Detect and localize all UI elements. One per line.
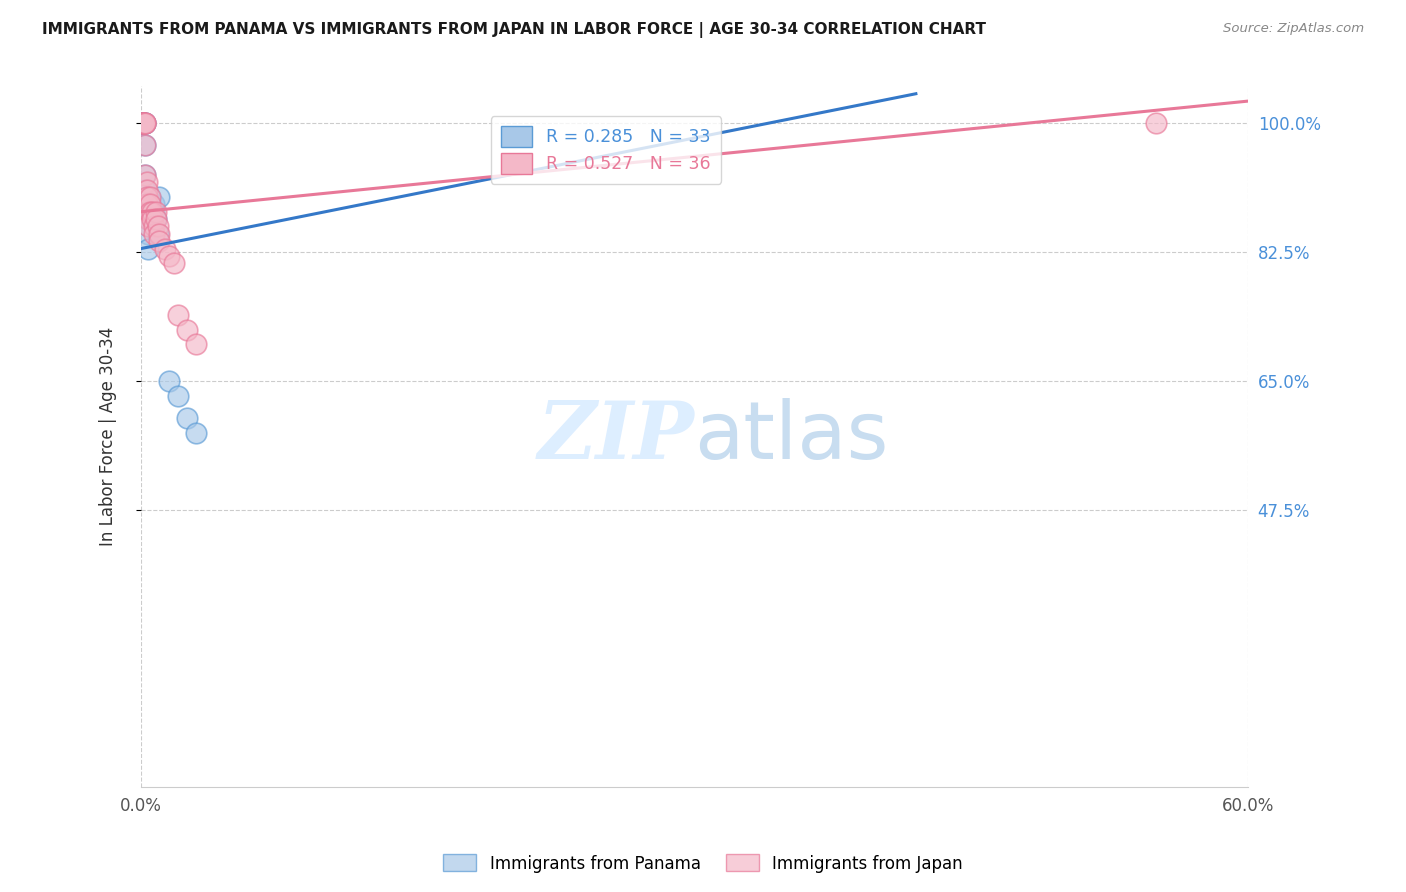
Point — [138, 242, 160, 256]
Point — [139, 204, 162, 219]
Point — [167, 308, 190, 322]
Point — [134, 168, 156, 182]
Point — [135, 197, 157, 211]
Point — [135, 190, 157, 204]
Point — [139, 197, 162, 211]
Point — [148, 227, 170, 241]
Point — [139, 197, 162, 211]
Point — [134, 138, 156, 153]
Y-axis label: In Labor Force | Age 30-34: In Labor Force | Age 30-34 — [100, 327, 117, 546]
Point — [148, 190, 170, 204]
Point — [132, 116, 155, 130]
Point — [145, 212, 167, 227]
Point — [135, 190, 157, 204]
Legend: R = 0.285   N = 33, R = 0.527   N = 36: R = 0.285 N = 33, R = 0.527 N = 36 — [491, 116, 721, 184]
Point — [148, 234, 170, 248]
Point — [139, 190, 162, 204]
Point — [135, 175, 157, 189]
Point — [145, 204, 167, 219]
Point — [145, 212, 167, 227]
Point — [176, 411, 198, 425]
Legend: Immigrants from Panama, Immigrants from Japan: Immigrants from Panama, Immigrants from … — [436, 847, 970, 880]
Point — [129, 116, 152, 130]
Point — [132, 116, 155, 130]
Text: IMMIGRANTS FROM PANAMA VS IMMIGRANTS FROM JAPAN IN LABOR FORCE | AGE 30-34 CORRE: IMMIGRANTS FROM PANAMA VS IMMIGRANTS FRO… — [42, 22, 986, 38]
Point — [141, 204, 163, 219]
Point — [134, 168, 156, 182]
Point — [132, 116, 155, 130]
Point — [142, 204, 165, 219]
Point — [157, 249, 180, 263]
Point — [146, 219, 169, 234]
Point — [134, 116, 156, 130]
Point — [132, 116, 155, 130]
Point — [138, 219, 160, 234]
Point — [163, 256, 186, 270]
Point — [141, 212, 163, 227]
Point — [132, 116, 155, 130]
Point — [142, 219, 165, 234]
Point — [139, 190, 162, 204]
Point — [138, 212, 160, 227]
Point — [134, 116, 156, 130]
Point — [167, 389, 190, 403]
Point — [135, 197, 157, 211]
Point — [186, 337, 208, 351]
Point — [176, 323, 198, 337]
Point — [139, 204, 162, 219]
Point — [138, 212, 160, 227]
Point — [134, 116, 156, 130]
Point — [142, 227, 165, 241]
Text: Source: ZipAtlas.com: Source: ZipAtlas.com — [1223, 22, 1364, 36]
Point — [138, 227, 160, 241]
Point — [141, 204, 163, 219]
Point — [132, 116, 155, 130]
Point — [134, 138, 156, 153]
Point — [135, 204, 157, 219]
Point — [134, 183, 156, 197]
Point — [138, 204, 160, 219]
Text: ZIP: ZIP — [537, 398, 695, 475]
Point — [132, 116, 155, 130]
Point — [141, 212, 163, 227]
Point — [132, 116, 155, 130]
Point — [132, 116, 155, 130]
Point — [186, 425, 208, 440]
Point — [134, 116, 156, 130]
Point — [153, 242, 176, 256]
Point — [134, 116, 156, 130]
Point — [157, 374, 180, 388]
Point — [135, 212, 157, 227]
Point — [129, 116, 152, 130]
Point — [135, 183, 157, 197]
Point — [1144, 116, 1167, 130]
Point — [138, 219, 160, 234]
Point — [146, 227, 169, 241]
Text: atlas: atlas — [695, 398, 889, 475]
Point — [142, 197, 165, 211]
